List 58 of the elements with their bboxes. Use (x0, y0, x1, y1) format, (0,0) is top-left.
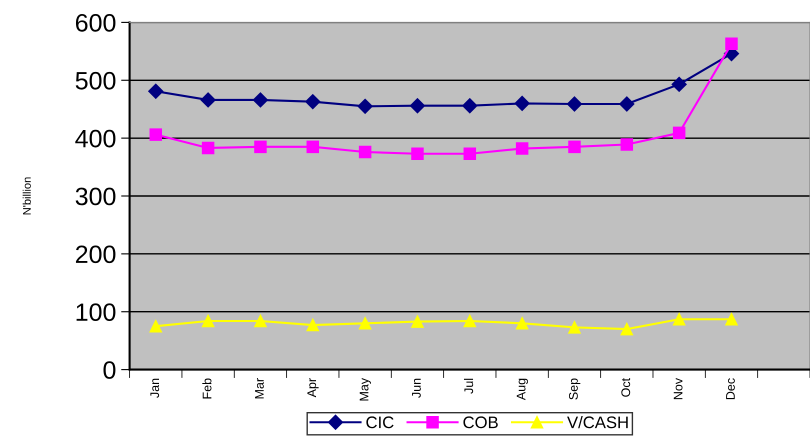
point (672, 313, 686, 326)
point (566, 96, 582, 112)
point (516, 317, 528, 330)
point (464, 314, 476, 328)
point (202, 314, 214, 328)
x-tick-label: Dec (726, 378, 735, 400)
x-tick-label: May (360, 378, 371, 401)
y-tick-label: 100 (76, 303, 116, 322)
point (150, 320, 162, 332)
legend-label: CIC (366, 416, 394, 428)
x-tick-label: Feb (202, 378, 212, 398)
legend-label: V/CASH (567, 416, 628, 428)
point (254, 140, 267, 154)
y-tick-label: 400 (75, 130, 116, 148)
point (200, 92, 216, 108)
point (672, 76, 687, 92)
point (411, 315, 424, 328)
point (358, 146, 372, 158)
point (568, 140, 581, 154)
point (410, 98, 426, 114)
x-tick-label: Mar (255, 378, 264, 398)
point (620, 322, 634, 336)
y-tick-label: 300 (76, 188, 116, 206)
y-tick-label: 600 (76, 14, 116, 32)
x-tick-label: Jul (464, 378, 474, 394)
point (306, 140, 320, 154)
x-tick-label: Jan (150, 378, 160, 398)
point (306, 318, 320, 332)
point (514, 96, 530, 111)
point (150, 128, 162, 141)
point (516, 142, 528, 155)
point (620, 138, 634, 151)
x-tick-label: Jun (412, 378, 421, 398)
legend-label: COB (463, 416, 498, 428)
point (725, 313, 738, 326)
point (252, 92, 268, 108)
point (202, 142, 214, 154)
y-tick-label: 200 (76, 245, 116, 264)
point (305, 94, 320, 110)
x-tick-label: Apr (307, 378, 319, 398)
y-axis-title: N'billion (22, 177, 31, 214)
point (254, 314, 267, 328)
point (725, 38, 738, 50)
point (148, 84, 164, 99)
point (672, 126, 686, 140)
x-tick-label: Aug (516, 378, 528, 400)
x-tick-label: Nov (674, 378, 683, 400)
y-tick-label: 0 (103, 361, 116, 379)
point (464, 148, 476, 160)
point (358, 317, 372, 330)
x-tick-label: Sep (568, 378, 580, 400)
point (358, 98, 373, 114)
x-tick-label: Oct (621, 378, 630, 397)
point (568, 321, 581, 334)
point (411, 148, 424, 160)
y-tick-label: 500 (76, 72, 116, 90)
point (462, 98, 478, 114)
point (619, 96, 634, 112)
